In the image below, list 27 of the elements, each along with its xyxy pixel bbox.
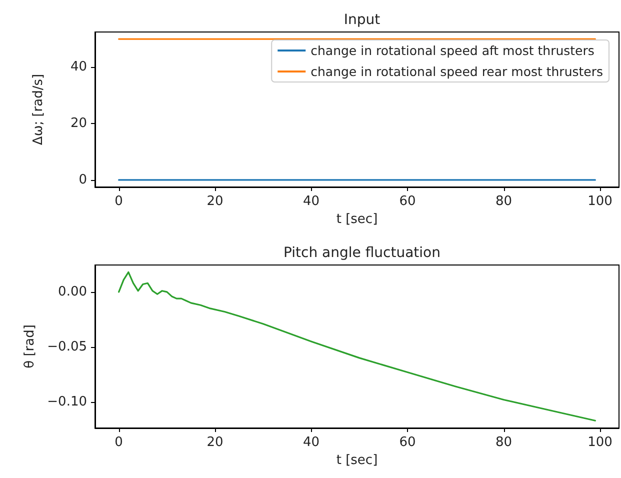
- y-tick-label: 20: [70, 116, 87, 132]
- x-tick-label: 100: [588, 194, 612, 209]
- chart-title: Input: [344, 12, 381, 28]
- y-tick-label: 0.00: [58, 284, 87, 300]
- x-tick-label: 40: [303, 194, 320, 209]
- chart-title: Pitch angle fluctuation: [284, 245, 440, 261]
- legend-label: change in rotational speed rear most thrusters: [310, 64, 604, 79]
- x-tick-label: 0: [114, 194, 123, 209]
- y-axis-title: θ [rad]: [22, 324, 38, 368]
- x-axis-title: t [sec]: [336, 212, 378, 227]
- x-tick-label: 80: [495, 194, 512, 209]
- x-tick-label: 100: [588, 435, 612, 450]
- x-tick-label: 20: [206, 194, 224, 209]
- y-tick-label: −0.10: [47, 394, 87, 410]
- y-axis-title: Δω; [rad/s]: [31, 74, 46, 146]
- x-axis-title: t [sec]: [336, 453, 378, 468]
- y-tick-label: 40: [70, 60, 87, 75]
- x-tick-label: 80: [495, 435, 512, 450]
- legend-label: change in rotational speed aft most thrusters: [310, 43, 594, 58]
- x-tick-label: 0: [114, 435, 123, 450]
- line-series: [118, 271, 596, 422]
- x-tick-label: 20: [206, 435, 224, 450]
- y-tick-label: −0.05: [47, 339, 87, 354]
- y-tick-label: 0: [78, 172, 87, 188]
- x-tick-label: 60: [399, 435, 416, 450]
- x-tick-label: 60: [399, 194, 416, 209]
- x-tick-label: 40: [303, 435, 320, 450]
